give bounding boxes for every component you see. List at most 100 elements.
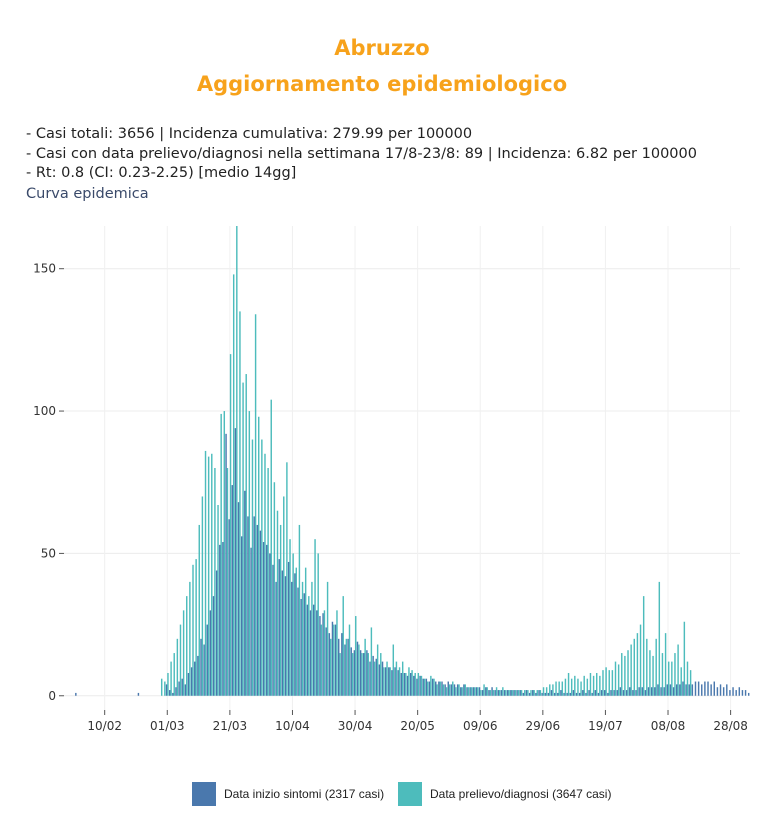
bar-symptom-onset	[431, 678, 434, 696]
chart-title-region: Abruzzo	[334, 36, 430, 60]
bar-diagnosis	[542, 687, 545, 696]
bar-diagnosis	[498, 690, 501, 696]
bar-diagnosis	[289, 539, 291, 696]
bar-symptom-onset	[194, 661, 196, 696]
bar-diagnosis	[267, 468, 269, 696]
bar-symptom-onset	[716, 687, 719, 696]
bar-diagnosis	[592, 675, 595, 696]
bar-symptom-onset	[378, 664, 381, 696]
bar-symptom-onset	[297, 587, 299, 696]
bar-symptom-onset	[275, 581, 277, 696]
bar-symptom-onset	[341, 633, 343, 696]
bar-diagnosis	[467, 687, 470, 696]
bar-symptom-onset	[472, 687, 475, 696]
bar-diagnosis	[536, 690, 538, 696]
grid-lines	[64, 226, 740, 710]
bar-symptom-onset	[685, 684, 687, 696]
bar-diagnosis	[627, 650, 629, 696]
bar-symptom-onset	[726, 684, 728, 696]
bar-diagnosis	[405, 672, 407, 696]
bar-diagnosis	[445, 687, 448, 696]
x-tick-label: 20/05	[400, 719, 435, 733]
bar-diagnosis	[283, 496, 285, 696]
bar-symptom-onset	[701, 684, 703, 696]
bar-symptom-onset	[557, 692, 559, 696]
bar-symptom-onset	[532, 690, 534, 696]
bar-symptom-onset	[366, 650, 368, 696]
bar-diagnosis	[326, 581, 329, 696]
bar-diagnosis	[430, 675, 432, 696]
bar-symptom-onset	[566, 692, 568, 696]
bar-diagnosis	[664, 633, 667, 696]
bar-diagnosis	[624, 655, 626, 696]
bar-symptom-onset	[234, 428, 237, 696]
bar-symptom-onset	[294, 573, 296, 696]
bar-symptom-onset	[425, 678, 428, 696]
bar-diagnosis	[348, 624, 351, 696]
bar-symptom-onset	[513, 690, 515, 696]
x-tick-label: 08/08	[651, 719, 686, 733]
bar-symptom-onset	[481, 690, 484, 696]
bar-symptom-onset	[744, 690, 747, 696]
bar-diagnosis	[217, 505, 219, 696]
bar-diagnosis	[370, 627, 373, 696]
bar-diagnosis	[198, 524, 200, 696]
bar-symptom-onset	[550, 690, 553, 696]
bar-diagnosis	[367, 653, 369, 696]
bar-symptom-onset	[250, 547, 252, 696]
bar-symptom-onset	[538, 690, 540, 696]
bar-symptom-onset	[466, 687, 468, 696]
bar-symptom-onset	[291, 581, 293, 696]
bar-diagnosis	[373, 661, 376, 696]
x-tick-label: 19/07	[588, 719, 623, 733]
bar-diagnosis	[242, 382, 244, 696]
bar-symptom-onset	[419, 675, 421, 696]
y-tick-label: 0	[48, 689, 56, 703]
bar-diagnosis	[186, 596, 188, 696]
bar-diagnosis	[639, 624, 642, 696]
bar-symptom-onset	[638, 687, 640, 696]
bar-symptom-onset	[422, 678, 424, 696]
bar-symptom-onset	[591, 692, 593, 696]
bar-symptom-onset	[215, 570, 218, 696]
bar-diagnosis	[686, 661, 689, 696]
bar-symptom-onset	[541, 692, 543, 696]
bar-diagnosis	[574, 675, 576, 696]
bar-symptom-onset	[619, 687, 622, 696]
bar-diagnosis	[254, 314, 257, 696]
bar-symptom-onset	[403, 672, 406, 696]
chart-title: Aggiornamento epidemiologico	[196, 72, 568, 96]
bar-symptom-onset	[553, 692, 556, 696]
bar-diagnosis	[658, 581, 661, 696]
bar-diagnosis	[580, 681, 582, 696]
bar-diagnosis	[189, 581, 191, 696]
bar-symptom-onset	[347, 638, 349, 696]
x-tick-label: 10/02	[87, 719, 122, 733]
bar-diagnosis	[380, 653, 382, 696]
bar-diagnosis	[258, 416, 260, 696]
bar-symptom-onset	[650, 687, 653, 696]
bar-symptom-onset	[704, 681, 706, 696]
bar-diagnosis	[680, 667, 682, 696]
bar-diagnosis	[577, 678, 579, 696]
bar-diagnosis	[358, 644, 360, 696]
bar-symptom-onset	[500, 690, 503, 696]
bar-symptom-onset	[203, 644, 205, 696]
bar-diagnosis	[392, 644, 395, 696]
bar-diagnosis	[420, 675, 423, 696]
bar-diagnosis	[211, 453, 213, 696]
bar-symptom-onset	[316, 610, 318, 696]
bar-symptom-onset	[525, 690, 528, 696]
bar-symptom-onset	[406, 675, 409, 696]
bar-diagnosis	[549, 684, 551, 696]
bar-diagnosis	[683, 621, 686, 696]
bar-symptom-onset	[497, 690, 500, 696]
bar-symptom-onset	[713, 681, 715, 696]
bar-diagnosis	[333, 624, 335, 696]
bar-symptom-onset	[369, 661, 371, 696]
bar-symptom-onset	[312, 604, 315, 696]
bar-symptom-onset	[219, 544, 221, 696]
bar-diagnosis	[301, 581, 304, 696]
bar-symptom-onset	[284, 576, 287, 696]
bar-symptom-onset	[582, 690, 584, 696]
